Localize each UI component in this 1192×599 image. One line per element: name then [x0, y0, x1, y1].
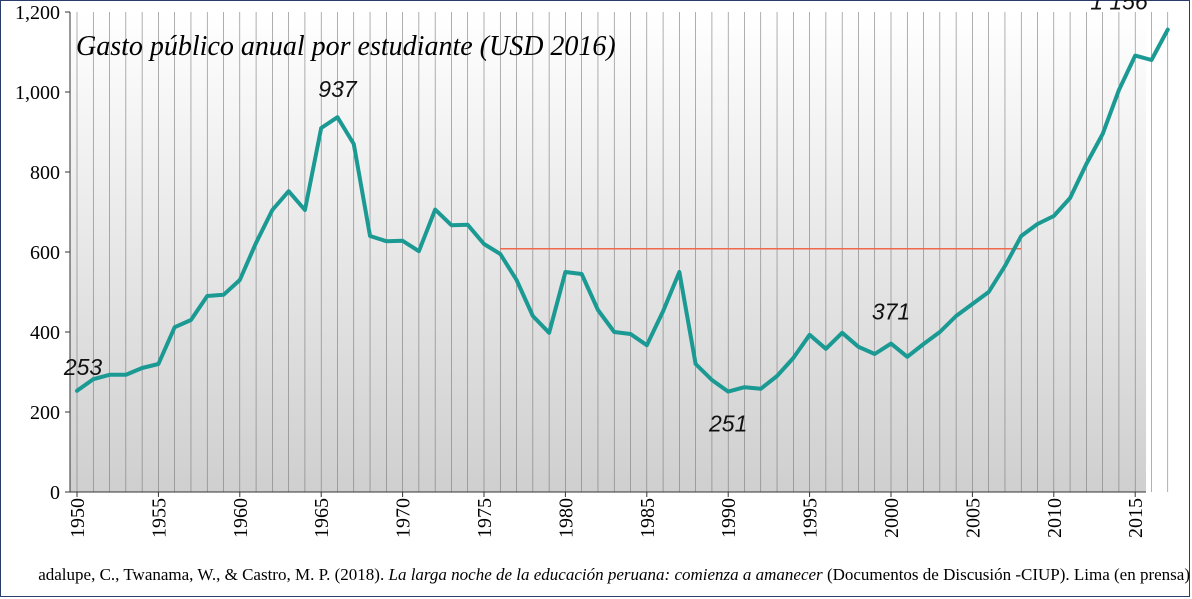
x-tick-label: 1950 — [67, 498, 89, 538]
data-label: 251 — [708, 411, 747, 437]
source-title: La larga noche de la educación peruana: … — [388, 565, 823, 584]
y-axis-ticks: 0 200 400 600 800 1,000 1,200 — [15, 2, 70, 504]
data-label: 371 — [872, 299, 910, 325]
x-tick-label: 1980 — [555, 498, 577, 538]
x-tick-label: 1960 — [230, 498, 252, 538]
x-tick-label: 2005 — [962, 498, 984, 538]
y-tick-label: 200 — [30, 402, 60, 424]
x-tick-label: 1965 — [311, 498, 333, 538]
y-tick-label: 1,200 — [15, 2, 60, 24]
x-tick-label: 1970 — [393, 498, 415, 538]
x-tick-label: 2000 — [881, 498, 903, 538]
x-tick-label: 1975 — [474, 498, 496, 538]
x-axis-ticks: 1950 1955 1960 1965 1970 1975 1980 1985 1990 1995… — [67, 492, 1147, 538]
y-tick-label: 400 — [30, 322, 60, 344]
y-tick-label: 0 — [50, 482, 60, 504]
x-tick-label: 1990 — [718, 498, 740, 538]
annotations: 253 937 251 371 1 156 — [63, 0, 1148, 437]
x-tick-label: 1955 — [148, 498, 170, 538]
source-text-before: adalupe, C., Twanama, W., & Castro, M. P… — [38, 565, 389, 584]
data-label: 1 156 — [1090, 0, 1148, 15]
data-label: 937 — [318, 76, 358, 102]
data-label: 253 — [63, 354, 103, 380]
y-tick-label: 600 — [30, 242, 60, 264]
source-citation: adalupe, C., Twanama, W., & Castro, M. P… — [0, 565, 1192, 593]
x-tick-label: 2015 — [1125, 498, 1147, 538]
y-tick-label: 800 — [30, 162, 60, 184]
chart-title: Gasto público anual por estudiante (USD … — [76, 31, 616, 62]
x-tick-label: 1995 — [800, 498, 822, 538]
line-chart: 0 200 400 600 800 1,000 1,200 1950 1955 1960 1965… — [15, 0, 1170, 538]
y-tick-label: 1,000 — [15, 82, 60, 104]
x-tick-label: 2010 — [1044, 498, 1066, 538]
series-group — [75, 27, 1170, 394]
spending-line — [75, 27, 1170, 394]
source-text-after: (Documentos de Discusión -CIUP). Lima (e… — [822, 565, 1190, 584]
x-tick-label: 1985 — [637, 498, 659, 538]
plot-area — [70, 12, 1146, 492]
